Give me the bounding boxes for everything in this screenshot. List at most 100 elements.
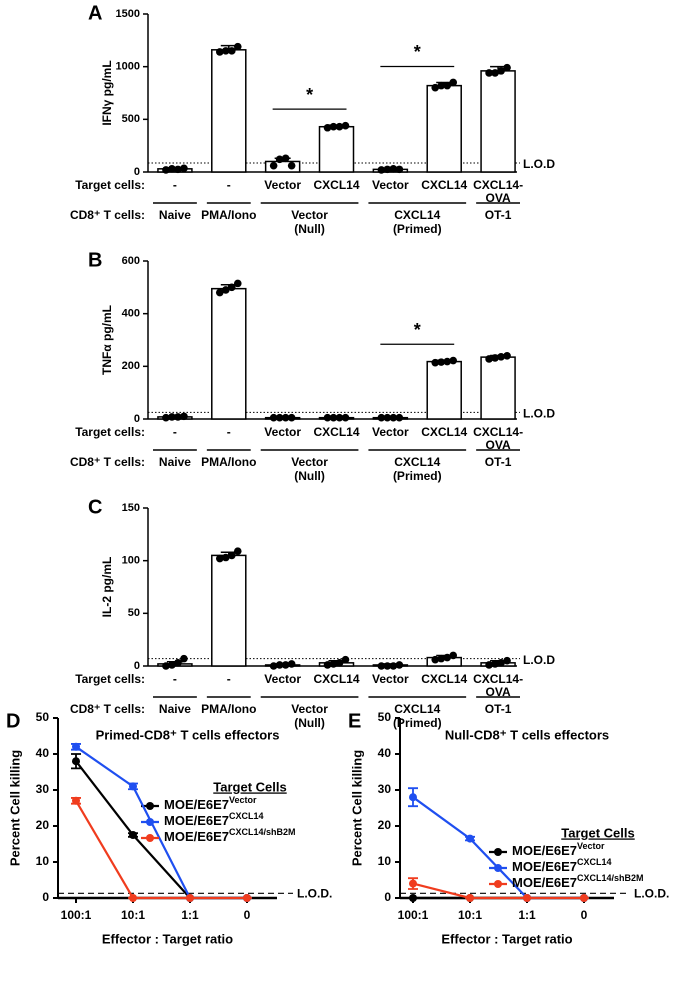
y-tick-label: 50: [128, 607, 140, 619]
data-point: [168, 413, 176, 421]
data-point: [233, 42, 242, 51]
y-tick-label: 10: [378, 854, 392, 868]
group-label: Naive: [159, 702, 191, 716]
data-point: [221, 47, 230, 55]
data-point: [275, 661, 284, 669]
data-point: [377, 166, 386, 174]
legend-marker: [494, 880, 502, 888]
target-label: CXCL14-: [473, 672, 523, 686]
target-label: CXCL14: [421, 425, 467, 439]
y-tick-label: 0: [42, 890, 49, 904]
data-point: [341, 413, 350, 422]
data-point: [431, 655, 440, 664]
bar: [211, 49, 247, 173]
data-point: [227, 283, 236, 292]
legend-entry: MOE/E6E7CXCL14: [512, 857, 612, 874]
target-label: CXCL14-: [473, 178, 523, 192]
bar: [426, 360, 462, 420]
data-point: [395, 165, 404, 174]
legend-name: MOE/E6E7: [164, 829, 229, 844]
data-point: [233, 547, 242, 555]
row-label: Target cells:: [75, 178, 145, 192]
data-point: [174, 659, 182, 667]
legend-superscript: Vector: [577, 841, 605, 851]
data-point: [221, 553, 230, 562]
y-axis-label: Percent Cell killing: [7, 750, 22, 866]
data-point: [287, 413, 296, 422]
group-label: OT-1: [485, 702, 512, 716]
bar: [426, 84, 462, 173]
x-tick-label: 100:1: [398, 908, 429, 922]
data-point: [227, 47, 236, 55]
target-label: CXCL14-: [473, 425, 523, 439]
group-label: Naive: [159, 208, 191, 222]
data-point: [437, 654, 446, 663]
data-point: [186, 894, 194, 902]
data-point: [409, 793, 417, 802]
data-point: [389, 165, 398, 173]
legend-marker: [494, 848, 502, 856]
bar: [480, 70, 516, 173]
y-tick-label: 20: [378, 818, 392, 832]
data-point: [129, 782, 137, 791]
y-tick-label: 0: [134, 166, 140, 178]
data-point: [281, 661, 290, 669]
data-point: [335, 659, 344, 667]
group-label: Vector: [291, 208, 328, 222]
data-point: [329, 413, 338, 422]
legend-name: MOE/E6E7: [512, 875, 577, 890]
significance-label: *: [414, 42, 421, 62]
x-tick-label: 0: [244, 908, 251, 922]
legend-entry: MOE/E6E7CXCL14/shB2M: [164, 827, 296, 844]
y-axis-label: TNFα pg/mL: [100, 305, 114, 375]
panel-letter: D: [6, 710, 20, 732]
legend-entry: MOE/E6E7Vector: [164, 795, 257, 812]
row-label: CD8⁺ T cells:: [70, 208, 145, 222]
data-point: [341, 655, 350, 664]
significance-label: *: [306, 85, 313, 105]
data-point: [269, 413, 278, 422]
target-label: Vector: [372, 425, 409, 439]
target-label: OVA: [486, 191, 511, 205]
y-axis-label: IL-2 pg/mL: [100, 557, 114, 618]
target-label: CXCL14: [313, 178, 359, 192]
y-tick-label: 1500: [116, 8, 140, 20]
y-tick-label: 10: [36, 854, 50, 868]
group-label: CXCL14: [394, 702, 440, 716]
legend-title: Target Cells: [213, 779, 286, 794]
data-point: [443, 81, 452, 90]
panel-letter: E: [348, 710, 361, 732]
data-point: [72, 796, 80, 805]
x-tick-label: 100:1: [61, 908, 92, 922]
target-label: Vector: [264, 425, 301, 439]
data-point: [395, 413, 404, 422]
target-label: CXCL14: [313, 425, 359, 439]
data-point: [377, 662, 386, 670]
y-tick-label: 50: [36, 710, 50, 724]
data-point: [162, 413, 170, 422]
y-tick-label: 600: [122, 255, 140, 267]
target-label: CXCL14: [313, 672, 359, 686]
data-point: [287, 660, 296, 668]
data-point: [174, 413, 182, 421]
series-line: [75, 800, 247, 900]
legend-entry: MOE/E6E7Vector: [512, 841, 605, 858]
target-label: OVA: [486, 685, 511, 699]
data-point: [503, 656, 511, 665]
data-point: [437, 81, 446, 90]
panel-letter: C: [88, 496, 102, 518]
x-axis-label: Effector : Target ratio: [441, 931, 572, 946]
y-tick-label: 500: [122, 113, 140, 125]
data-point: [437, 358, 446, 366]
y-tick-label: 0: [134, 413, 140, 425]
lod-label: L.O.D.: [634, 886, 669, 900]
data-point: [129, 894, 137, 902]
target-label: OVA: [486, 438, 511, 452]
data-point: [329, 122, 338, 131]
data-point: [281, 413, 290, 422]
y-tick-label: 0: [384, 890, 391, 904]
legend-marker: [146, 818, 154, 826]
lod-label: L.O.D: [523, 157, 555, 171]
data-point: [287, 161, 296, 170]
